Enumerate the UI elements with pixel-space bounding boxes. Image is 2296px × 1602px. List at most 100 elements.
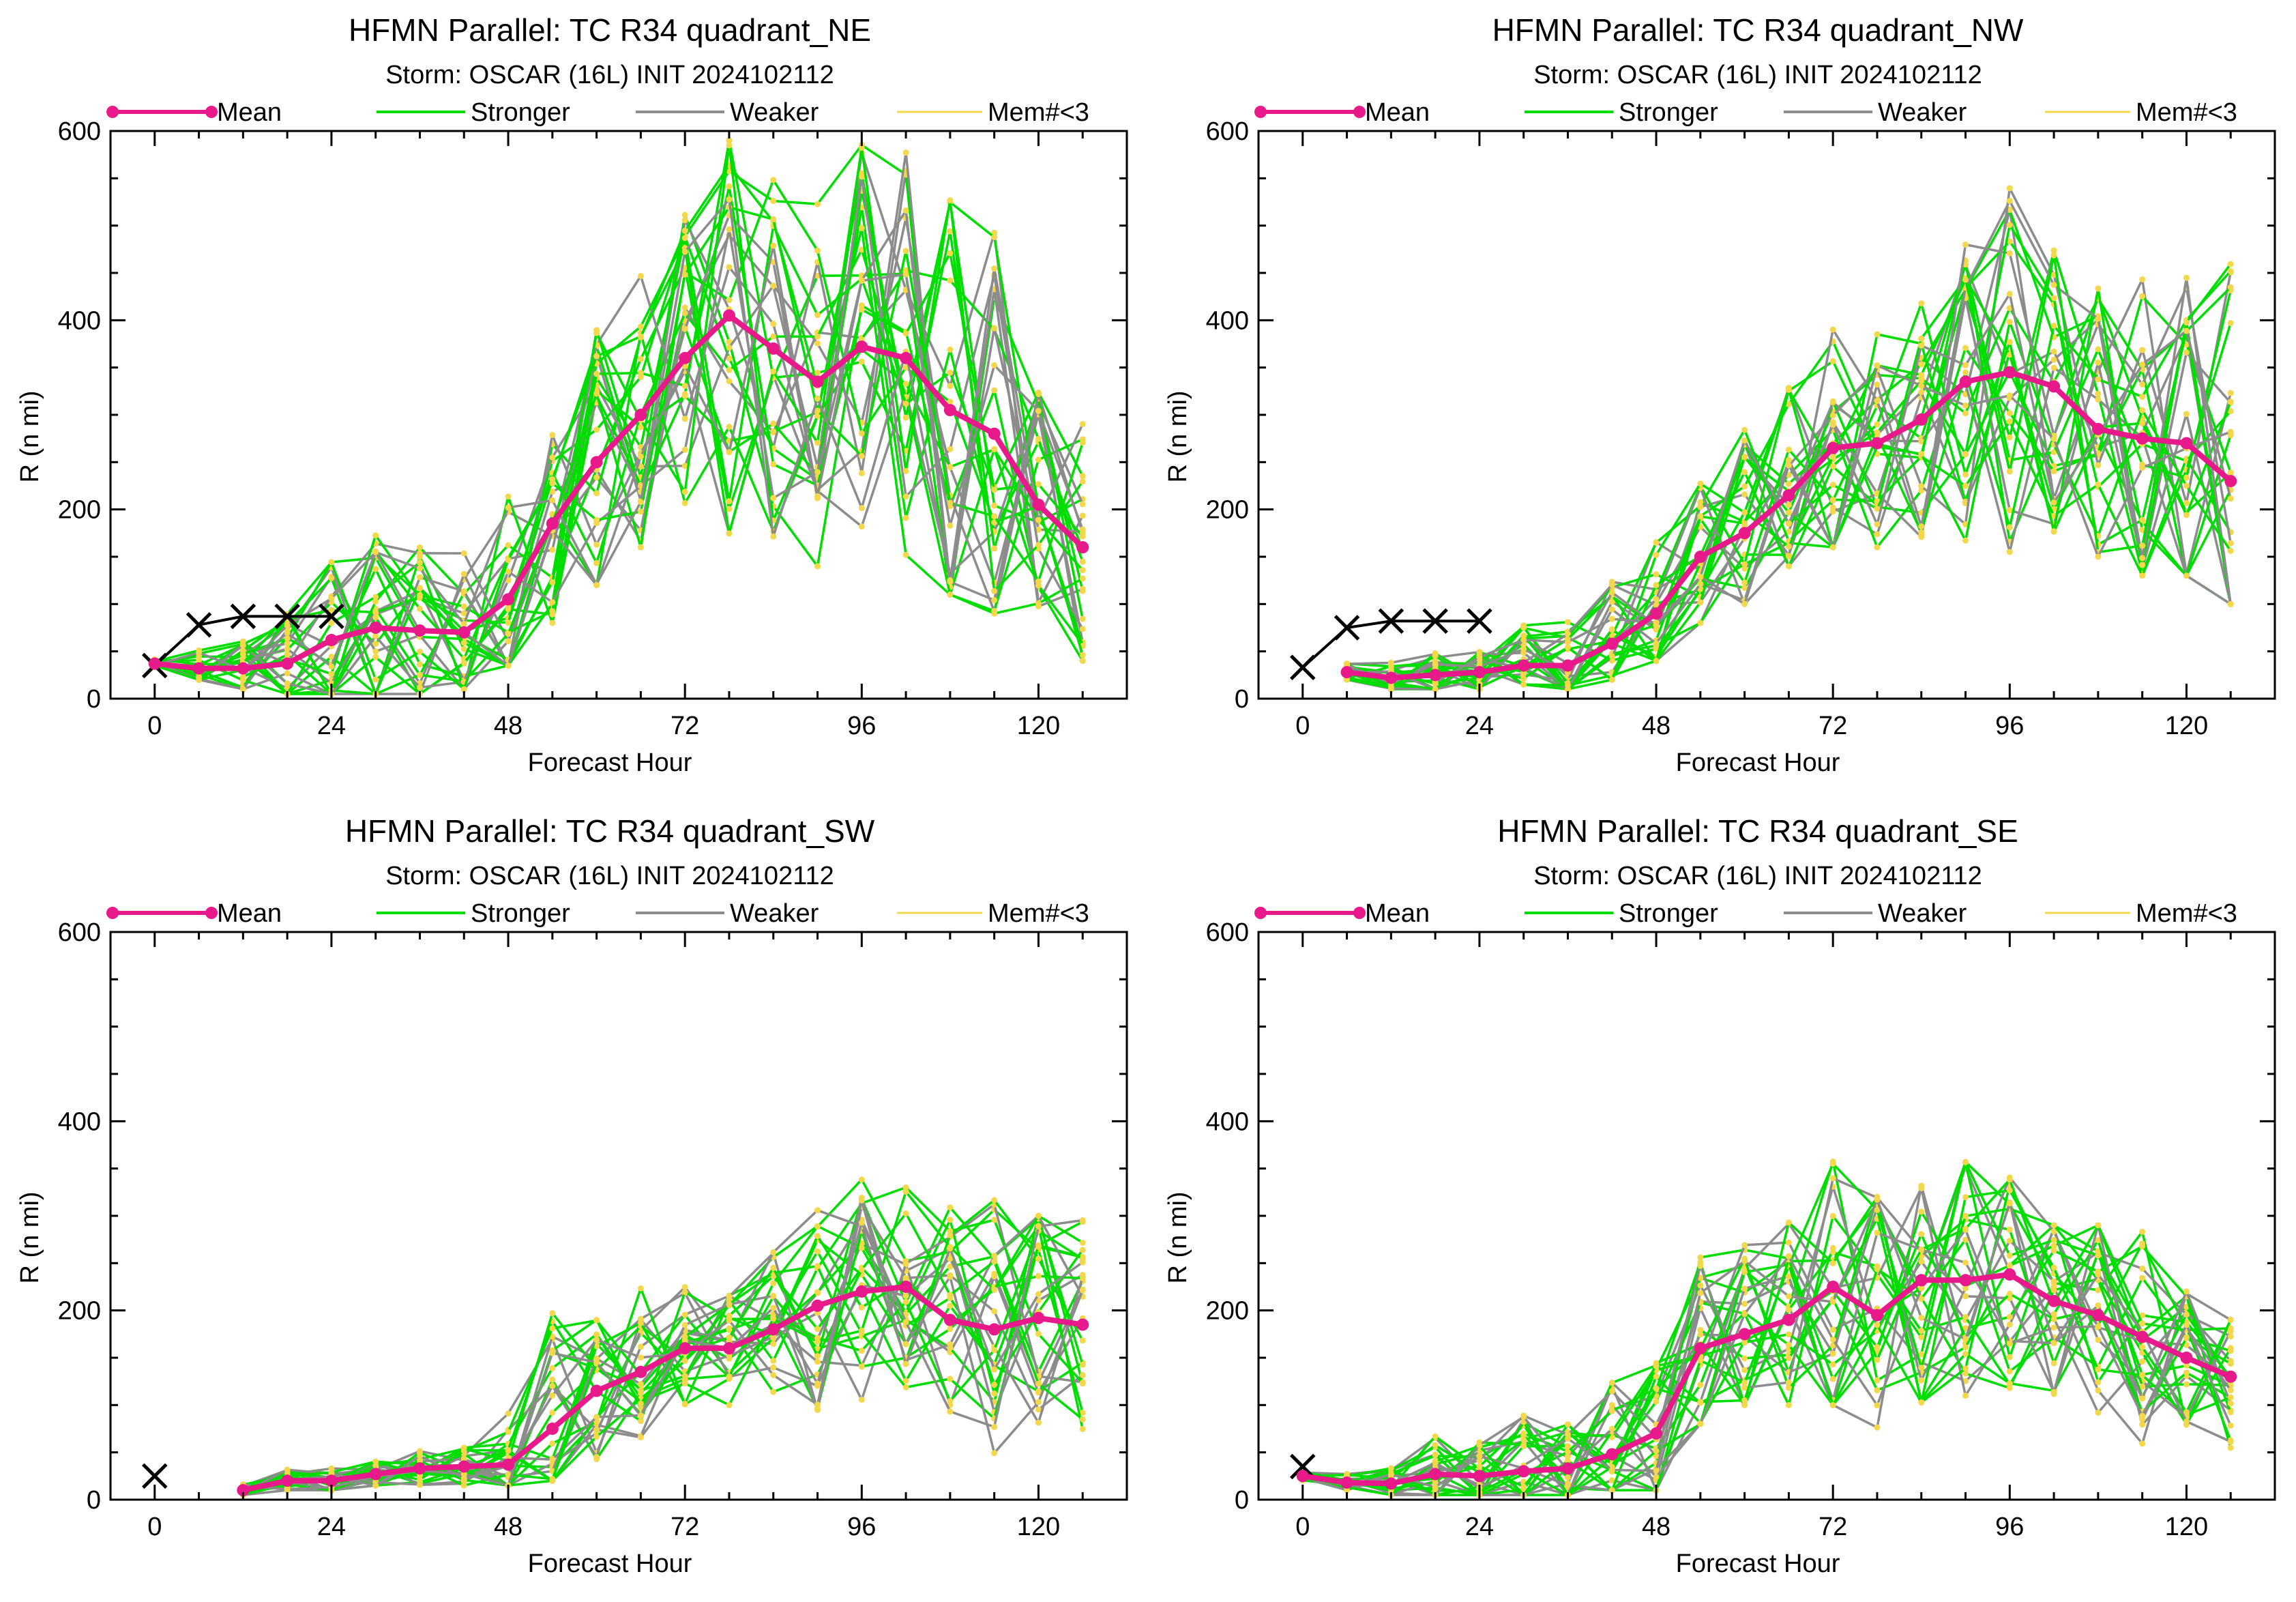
member-point [2183,1334,2190,1341]
member-point [2183,499,2190,506]
member-point [991,1347,998,1354]
mean-point [2136,1330,2149,1343]
member-point [549,1365,556,1371]
member-point [2139,1265,2146,1272]
member-point [2006,250,2013,257]
mean-point [1782,489,1795,501]
mean-point [1959,1274,1972,1287]
member-point [814,1223,821,1229]
member-point [726,297,733,304]
x-axis-label: Forecast Hour [1676,748,1840,777]
best-track-x-marker [1467,608,1492,635]
member-point [1962,1212,1969,1219]
member-point [2227,1360,2234,1367]
member-point [1874,362,1881,368]
member-point [1962,1159,1969,1165]
member-point [2139,407,2146,413]
member-point [1918,529,1925,536]
member-point [505,662,512,669]
member-point [947,1263,954,1270]
member-point [2139,361,2146,368]
member-point [593,1414,600,1421]
ensemble-members [1344,185,2234,693]
member-point [1785,553,1792,559]
member-point [1035,1406,1042,1413]
member-point [814,407,821,414]
member-point [1962,450,1969,457]
member-point [991,587,998,594]
member-point [2006,1238,2013,1244]
member-point [1035,1330,1042,1337]
member-point [991,1390,998,1397]
member-point [372,598,379,605]
member-point [2227,1317,2234,1324]
member-point [1918,389,1925,396]
member-line-weaker [1434,297,2232,690]
mean-point [458,1460,471,1473]
member-point [1785,1307,1792,1313]
member-line-weaker [242,244,1084,671]
member-point [1564,1421,1571,1428]
member-point [1741,1311,1748,1317]
member-point [726,1401,733,1408]
member-point [814,1345,821,1352]
member-point [284,622,291,629]
mean-point [943,1313,956,1326]
member-point [1608,1425,1615,1432]
member-point [284,680,291,687]
member-point [681,1337,688,1343]
mean-point [2180,1352,2193,1364]
member-point [505,1410,512,1417]
member-point [1741,1397,1748,1403]
member-point [2050,252,2057,259]
mean-point [1340,666,1353,679]
member-point [681,392,688,399]
member-point [1874,429,1881,436]
member-point [593,1433,600,1440]
axes: 0 24 48 72 96 120 0 200 400 600 [58,918,1128,1541]
member-point [1520,1483,1527,1490]
member-point [858,306,865,313]
member-point [1829,463,1836,469]
member-point [1918,300,1925,307]
member-point [1962,242,1969,248]
member-point [2227,1444,2234,1451]
legend-label: Mem#<3 [2136,899,2237,928]
member-point [991,1197,998,1204]
member-point [2227,1348,2234,1354]
member-point [460,620,467,627]
member-point [460,645,467,652]
mean-point [1076,541,1089,554]
member-point [2050,468,2057,475]
member-line-stronger [1302,1189,2231,1496]
member-point [2183,1369,2190,1376]
legend-label: Stronger [1619,899,1718,928]
member-point [681,310,688,317]
member-point [1874,1387,1881,1394]
member-point [284,1466,291,1473]
member-point [284,635,291,642]
mean-point [2180,437,2193,450]
member-point [2227,600,2234,607]
mean-point [1473,666,1486,679]
member-point [2006,1226,2013,1233]
member-point [1918,1365,1925,1371]
member-point [2006,197,2013,204]
member-point [726,530,733,537]
member-point [637,273,644,280]
member-point [1476,1463,1483,1470]
member-point [1785,520,1792,527]
member-point [2227,1325,2234,1332]
member-point [1653,1448,1660,1455]
member-point [2227,390,2234,396]
member-point [858,224,865,231]
member-point [1785,462,1792,469]
member-point [549,1410,556,1416]
mean-point [281,1474,294,1487]
panel-nw: HFMN Parallel: TC R34 quadrant_NW Storm:… [1164,12,2276,777]
member-point [1829,482,1836,489]
mean-point [546,1423,559,1435]
member-point [1829,412,1836,419]
member-point [814,1335,821,1341]
member-point [1785,446,1792,453]
